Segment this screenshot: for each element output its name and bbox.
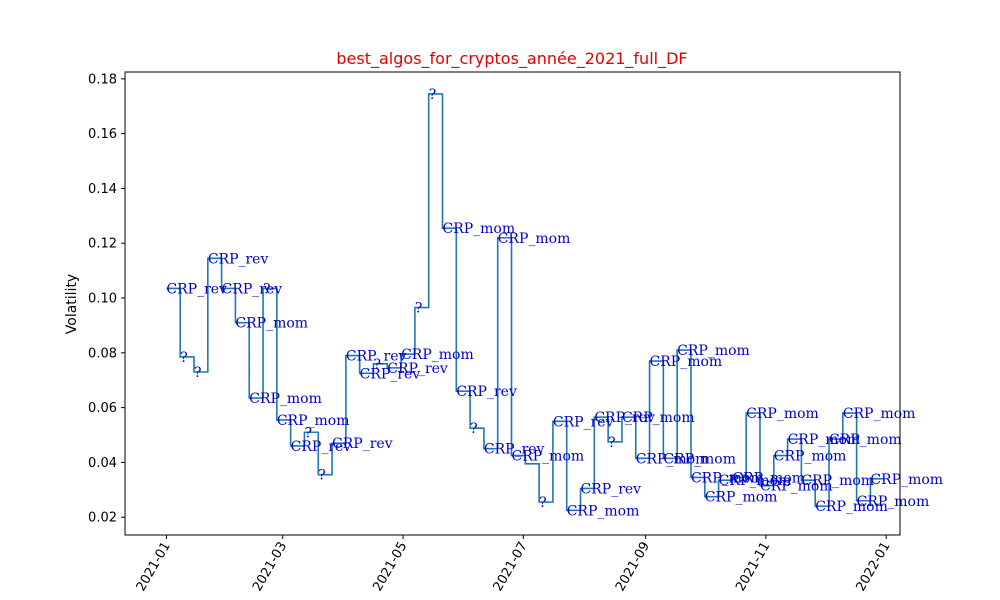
annotation-label: CRP_rev bbox=[346, 349, 407, 365]
annotation-label: CRP_mom bbox=[277, 413, 350, 429]
annotation-label: CRP_mom bbox=[650, 354, 723, 370]
y-tick-label: 0.08 bbox=[88, 346, 117, 361]
annotation-label: ? bbox=[180, 350, 188, 366]
series-line bbox=[166, 93, 885, 512]
x-tick-label: 2022-01 bbox=[854, 540, 894, 595]
x-tick-label: 2021-07 bbox=[491, 540, 531, 595]
annotation-label: CRP_mom bbox=[705, 490, 778, 506]
x-axis: 2021-01 2021-03 2021-05 2021-07 2021-09 2021-… bbox=[134, 535, 894, 594]
y-tick-label: 0.18 bbox=[88, 72, 117, 87]
annotation-label: CRP_mom bbox=[760, 479, 833, 495]
y-axis: 0.02 0.04 0.06 0.08 0.10 0.12 0.14 0.16 0.18 bbox=[88, 72, 125, 526]
annotation-label: ? bbox=[318, 468, 326, 484]
annotations: CRP_rev??CRP_revCRP_revCRP_momCRP_mom?CR… bbox=[166, 87, 943, 519]
annotation-label: CRP_mom bbox=[691, 470, 764, 486]
y-tick-label: 0.10 bbox=[88, 292, 117, 307]
annotation-label: CRP_rev bbox=[553, 414, 614, 430]
annotation-label: ? bbox=[415, 301, 423, 317]
annotation-label: CRP_mom bbox=[746, 406, 819, 422]
annotation-label: ? bbox=[608, 435, 616, 451]
annotation-label: CRP_rev bbox=[166, 281, 227, 297]
annotation-label: CRP_mom bbox=[788, 432, 861, 448]
annotation-label: CRP_mom bbox=[843, 406, 916, 422]
annotation-label: CRP_mom bbox=[663, 451, 736, 467]
annotation-label: CRP_mom bbox=[442, 221, 515, 237]
annotation-label: ? bbox=[539, 495, 547, 511]
annotation-label: CRP_mom bbox=[636, 451, 709, 467]
annotation-label: CRP_mom bbox=[719, 473, 792, 489]
annotation-label: CRP_rev bbox=[581, 481, 642, 497]
annotation-label: CRP_rev bbox=[594, 410, 655, 426]
y-tick-label: 0.04 bbox=[88, 456, 117, 471]
annotation-label: ? bbox=[373, 357, 381, 373]
annotation-label: CRP_rev bbox=[291, 439, 352, 455]
annotation-label: CRP_rev bbox=[387, 361, 448, 377]
annotation-label: CRP_mom bbox=[235, 316, 308, 332]
annotation-label: ? bbox=[194, 365, 202, 381]
annotation-label: CRP_mom bbox=[498, 231, 571, 247]
annotation-label: CRP_rev bbox=[332, 436, 393, 452]
x-tick-label: 2021-03 bbox=[250, 540, 290, 595]
annotation-label: CRP_rev bbox=[456, 384, 517, 400]
plot-area bbox=[166, 93, 885, 512]
annotation-label: CRP_mom bbox=[401, 347, 474, 363]
y-tick-label: 0.02 bbox=[88, 511, 117, 526]
annotation-label: CRP_mom bbox=[622, 410, 695, 426]
annotation-label: CRP_mom bbox=[249, 391, 322, 407]
y-tick-label: 0.12 bbox=[88, 237, 117, 252]
annotation-label: CRP_rev bbox=[208, 251, 269, 267]
annotation-label: CRP_mom bbox=[774, 449, 847, 465]
y-tick-label: 0.06 bbox=[88, 401, 117, 416]
y-tick-label: 0.14 bbox=[88, 182, 117, 197]
annotation-label: CRP_mom bbox=[801, 473, 874, 489]
annotation-label: CRP_mom bbox=[857, 494, 930, 510]
chart-title: best_algos_for_cryptos_année_2021_full_D… bbox=[336, 49, 687, 69]
x-tick-label: 2021-01 bbox=[134, 540, 174, 595]
annotation-label: ? bbox=[263, 281, 271, 297]
annotation-label: CRP_mom bbox=[567, 503, 640, 519]
x-tick-label: 2021-11 bbox=[733, 540, 773, 595]
annotation-label: ? bbox=[304, 425, 312, 441]
y-axis-label: Volatility bbox=[64, 274, 80, 334]
x-tick-label: 2021-05 bbox=[370, 540, 410, 595]
annotation-label: CRP_rev bbox=[222, 281, 283, 297]
annotation-label: CRP_mom bbox=[815, 499, 888, 515]
plot-frame bbox=[124, 71, 901, 536]
annotation-label: CRP_mom bbox=[677, 343, 750, 359]
annotation-label: ? bbox=[470, 421, 478, 437]
y-tick-label: 0.16 bbox=[88, 127, 117, 142]
annotation-label: ? bbox=[429, 87, 437, 103]
annotation-label: CRP_mom bbox=[870, 472, 943, 488]
annotation-label: CRP_rev bbox=[360, 366, 421, 382]
x-tick-label: 2021-09 bbox=[613, 540, 653, 595]
annotation-label: CRP_rev bbox=[484, 442, 545, 458]
annotation-label: CRP_mom bbox=[512, 449, 585, 465]
annotation-label: CRP_mom bbox=[732, 470, 805, 486]
annotation-label: CRP_mom bbox=[829, 432, 902, 448]
